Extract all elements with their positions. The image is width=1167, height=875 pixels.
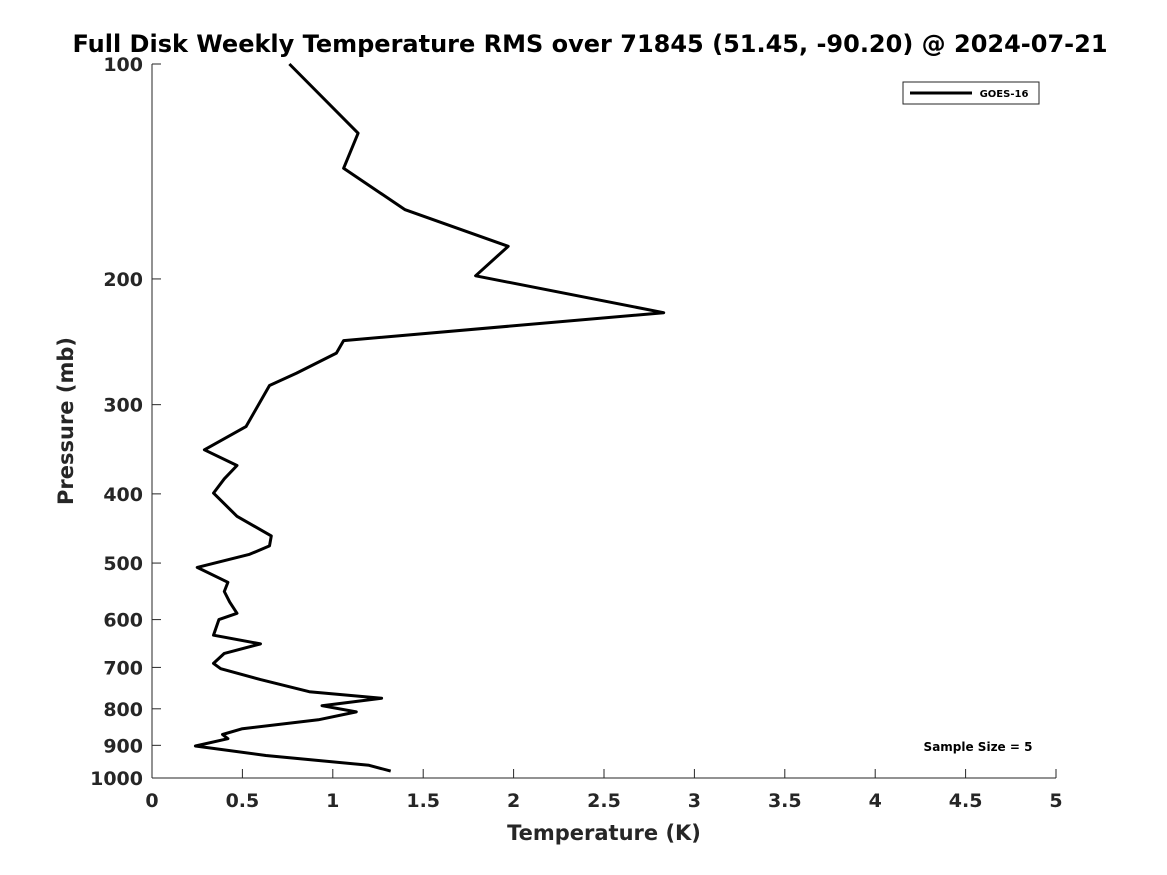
x-axis-label: Temperature (K) xyxy=(507,821,701,845)
x-tick-label: 3.5 xyxy=(768,790,802,812)
y-tick-label: 200 xyxy=(103,269,143,291)
x-tick-label: 3 xyxy=(688,790,701,812)
y-tick-label: 800 xyxy=(103,699,143,721)
chart-title: Full Disk Weekly Temperature RMS over 71… xyxy=(72,30,1107,58)
y-tick-label: 500 xyxy=(103,553,143,575)
y-tick-label: 300 xyxy=(103,395,143,417)
plot-area xyxy=(193,62,666,773)
x-tick-label: 4 xyxy=(869,790,882,812)
y-tick-label: 1000 xyxy=(90,768,143,790)
y-tick-label: 900 xyxy=(103,735,143,757)
x-tick-label: 0 xyxy=(145,790,158,812)
x-tick-label: 2 xyxy=(507,790,520,812)
y-tick-label: 100 xyxy=(103,54,143,76)
x-tick-label: 0.5 xyxy=(226,790,260,812)
legend-label-goes16: GOES-16 xyxy=(980,89,1029,100)
sample-size-annotation: Sample Size = 5 xyxy=(924,740,1033,754)
x-tick-label: 5 xyxy=(1049,790,1062,812)
y-tick-label: 700 xyxy=(103,657,143,679)
y-tick-label: 400 xyxy=(103,484,143,506)
series-line-goes16 xyxy=(193,62,666,773)
y-tick-label: 600 xyxy=(103,610,143,632)
legend: GOES-16 xyxy=(902,81,1040,105)
y-axis-label: Pressure (mb) xyxy=(54,337,78,505)
x-tick-label: 4.5 xyxy=(949,790,983,812)
x-tick-label: 1 xyxy=(326,790,339,812)
y-ticks: 100 200 300 400 500 600 700 800 900 1000 xyxy=(90,54,161,790)
x-tick-label: 2.5 xyxy=(587,790,621,812)
x-tick-label: 1.5 xyxy=(406,790,440,812)
x-ticks: 0 0.5 1 1.5 2 2.5 3 3.5 4 4.5 5 xyxy=(145,769,1063,812)
